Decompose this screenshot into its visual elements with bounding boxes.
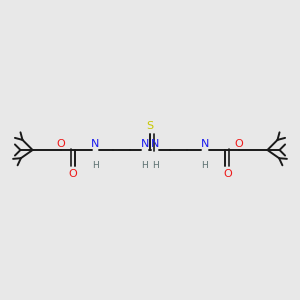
Text: N: N [151, 139, 160, 149]
Text: S: S [146, 121, 154, 131]
Text: N: N [140, 139, 149, 149]
Text: O: O [56, 139, 65, 149]
Text: O: O [235, 139, 244, 149]
Text: H: H [152, 161, 159, 170]
Text: O: O [223, 169, 232, 179]
Text: O: O [68, 169, 77, 179]
Text: H: H [201, 161, 208, 170]
Text: N: N [91, 139, 100, 149]
Text: H: H [141, 161, 148, 170]
Text: N: N [200, 139, 209, 149]
Text: H: H [92, 161, 99, 170]
